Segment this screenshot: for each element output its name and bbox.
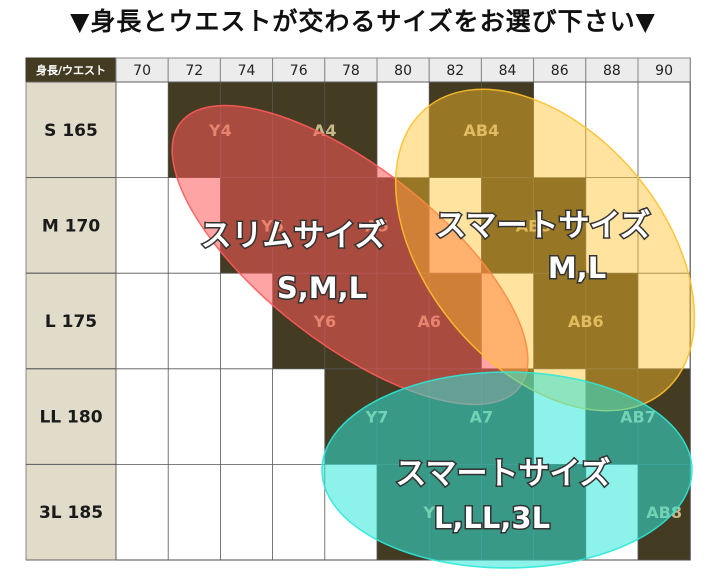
waist-header-78: 78 xyxy=(342,63,360,79)
waist-header-cell xyxy=(376,57,430,83)
height-label-cell xyxy=(25,463,117,561)
waist-header-74: 74 xyxy=(238,63,256,79)
height-label: L 175 xyxy=(45,312,97,332)
waist-header-82: 82 xyxy=(446,63,464,79)
size-code-ab6: AB6 xyxy=(568,312,604,331)
waist-header-70: 70 xyxy=(133,63,151,79)
height-label-cell xyxy=(25,81,117,179)
size-code-ab4: AB4 xyxy=(464,121,500,140)
waist-header-76: 76 xyxy=(290,63,308,79)
size-zone-label-smart-ml: M,L xyxy=(548,251,606,285)
waist-header-86: 86 xyxy=(551,63,569,79)
size-code-ab5: AB5 xyxy=(516,216,552,235)
size-zone-label-slim: S,M,L xyxy=(277,271,367,305)
size-zone-label-slim: スリムサイズ xyxy=(200,218,385,254)
height-label: S 165 xyxy=(44,121,98,141)
size-zone-label-smart-lll3l: L,LL,3L xyxy=(434,501,550,535)
height-label: LL 180 xyxy=(39,408,102,428)
waist-header-88: 88 xyxy=(603,63,621,79)
height-label: 3L 185 xyxy=(39,503,103,523)
height-label: M 170 xyxy=(42,216,100,236)
waist-header-80: 80 xyxy=(394,63,412,79)
page-title: ▼身長とウエストが交わるサイズをお選び下さい▼ xyxy=(70,7,656,36)
height-label-cell xyxy=(25,272,117,370)
size-zone-smart-lll3l xyxy=(321,371,693,569)
waist-header-72: 72 xyxy=(185,63,203,79)
waist-header-cell xyxy=(428,57,482,83)
size-zone-smart-ml xyxy=(394,88,696,412)
height-label-cell xyxy=(25,177,117,274)
size-zone-label-smart-ml: スマートサイズ xyxy=(435,208,650,244)
corner-label: 身長/ウエスト xyxy=(36,63,106,77)
waist-header-84: 84 xyxy=(499,63,517,79)
waist-header-90: 90 xyxy=(655,63,673,79)
waist-header-cell xyxy=(585,57,639,83)
size-zone-label-smart-lll3l: スマートサイズ xyxy=(395,456,610,492)
